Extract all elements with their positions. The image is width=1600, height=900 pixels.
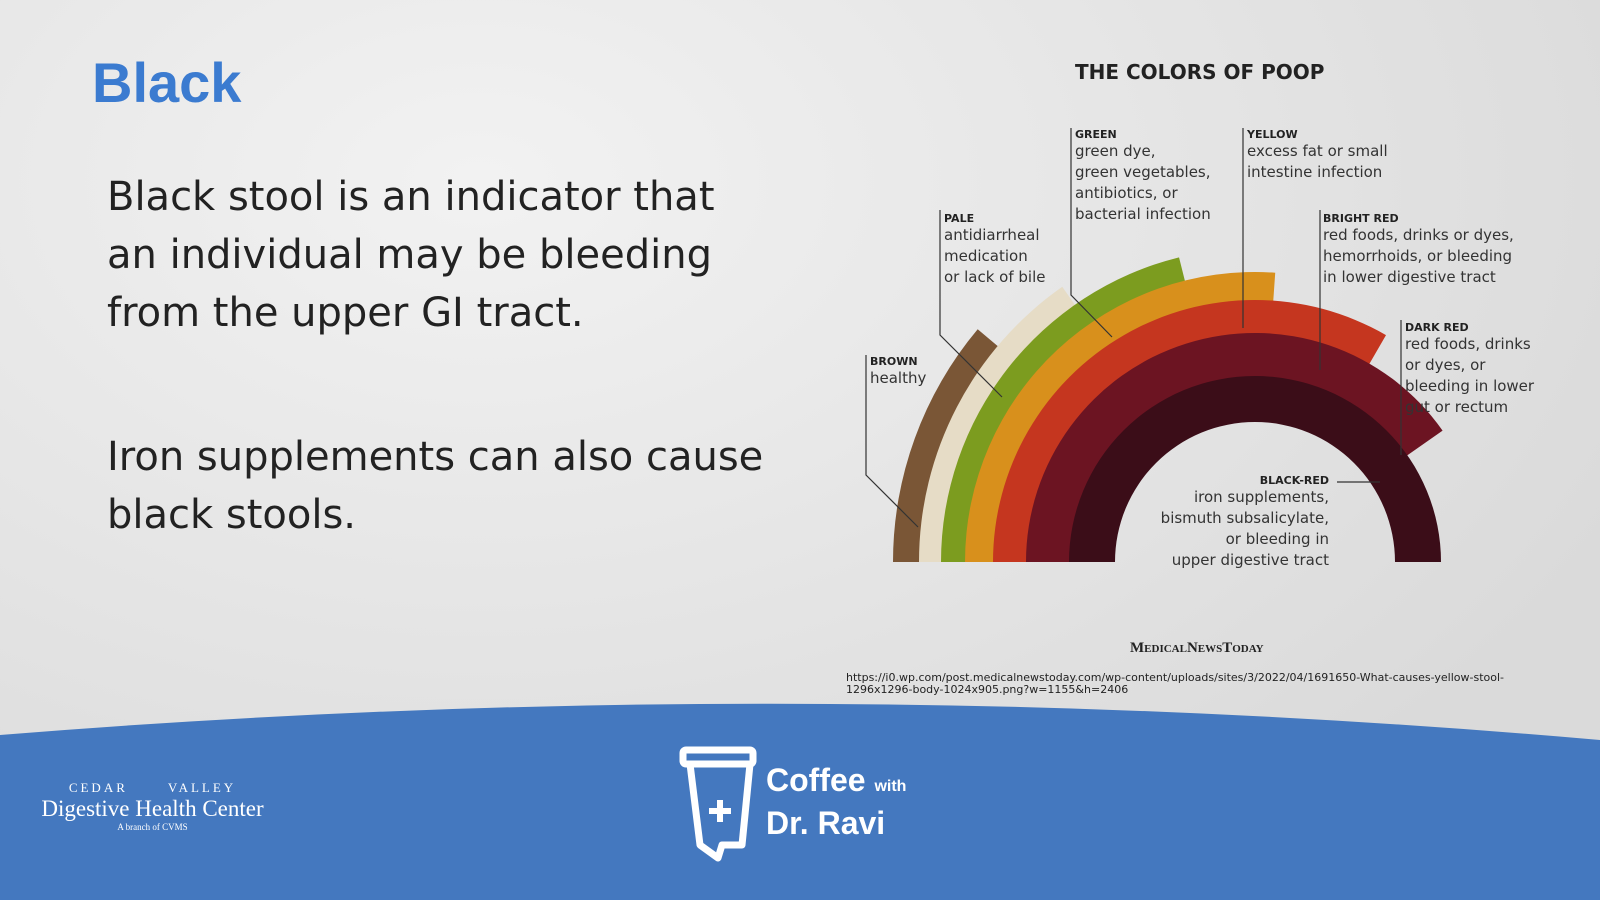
text-line: green vegetables, (1075, 163, 1211, 181)
text-line: or dyes, or (1405, 356, 1486, 374)
item: YELLOW excess fat or small intestine infec… (1247, 128, 1388, 183)
item-label: BLACK-RED (1259, 474, 1329, 487)
item-label: BRIGHT RED (1323, 212, 1399, 225)
coffee-cup-icon (679, 746, 757, 862)
text-line: green dye, (1075, 142, 1156, 160)
item-description: excess fat or small intestine infection (1247, 141, 1388, 183)
text-line: upper digestive tract (1171, 551, 1329, 569)
text-line: hemorrhoids, or bleeding (1323, 247, 1513, 265)
poop-arcs (893, 257, 1443, 562)
show-line2: Dr. Ravi (766, 805, 886, 841)
infographic-title: THE COLORS OF POOP (1075, 60, 1325, 84)
text-line: gut or rectum (1405, 398, 1509, 416)
text-line: https://i0.wp.com/post.medicalnewstoday.… (846, 671, 1504, 684)
slide-title: Black (92, 51, 242, 114)
text-line: an individual may be bleeding (107, 232, 712, 278)
logo-left: CEDAR (68, 780, 128, 795)
show-line1: Coffee (766, 762, 866, 798)
text-line: medication (944, 247, 1028, 265)
source: MedicalNewsToday (1130, 640, 1264, 656)
text-line: 1296x1296-body-1024x905.png?w=1155&h=240… (846, 683, 1129, 696)
text-line: antidiarrheal (944, 226, 1040, 244)
item-description: red foods, drinks or dyes, hemorrhoids, o… (1323, 225, 1514, 288)
item-label: DARK RED (1405, 321, 1469, 334)
logo-tagline: A branch of CVMS (117, 822, 188, 832)
text-line: healthy (870, 369, 927, 387)
text-line: or bleeding in (1225, 530, 1329, 548)
text-line: intestine infection (1247, 163, 1383, 181)
item: BRIGHT RED red foods, drinks or dyes, hemo… (1323, 212, 1514, 288)
item-label: YELLOW (1247, 128, 1298, 141)
text-line: from the upper GI tract. (107, 290, 584, 336)
arc-band (1069, 376, 1441, 562)
text-line: bacterial infection (1075, 205, 1211, 223)
logo-right: VALLEY (167, 780, 237, 795)
text-line: Black stool is an indicator that (107, 174, 715, 220)
item-description: iron supplements, bismuth subsalicylate, o… (1161, 487, 1329, 571)
show-logo: Coffee with Dr. Ravi (766, 762, 906, 841)
arc-band (1026, 333, 1443, 562)
item: DARK RED red foods, drinks or dyes, or blee… (1405, 321, 1534, 418)
paragraph: Black stool is an indicator that an indiv… (107, 168, 715, 342)
text-line: red foods, drinks or dyes, (1323, 226, 1514, 244)
item-description: healthy (870, 368, 926, 389)
text-line: or lack of bile (944, 268, 1046, 286)
footer-band (0, 703, 1600, 900)
text-line: bismuth subsalicylate, (1160, 509, 1329, 527)
paragraph: Iron supplements can also cause black sto… (107, 428, 763, 544)
text-line: iron supplements, (1193, 488, 1329, 506)
item: BROWN healthy (870, 355, 926, 389)
text-line: bleeding in lower (1405, 377, 1535, 395)
text-line: Iron supplements can also cause (107, 434, 764, 480)
text-line: excess fat or small (1247, 142, 1388, 160)
show-with: with (874, 778, 907, 795)
item: GREEN green dye, green vegetables, antibiot… (1075, 128, 1211, 225)
item-description: green dye, green vegetables, antibiotics, … (1075, 141, 1211, 225)
item: BLACK-RED iron supplements, bismuth subsal… (1161, 474, 1329, 571)
leader-lines (865, 128, 1402, 528)
item-label: BROWN (870, 355, 918, 368)
text-line: in lower digestive tract (1323, 268, 1496, 286)
arc-band (993, 299, 1386, 562)
logo-name: Digestive Health Center (41, 796, 264, 821)
item-label: GREEN (1075, 128, 1117, 141)
text-line: black stools. (107, 492, 357, 538)
item-description: antidiarrheal medication or lack of bile (944, 225, 1045, 288)
item-label: PALE (944, 212, 975, 225)
url: https://i0.wp.com/post.medicalnewstoday.… (846, 672, 1504, 696)
item-description: red foods, drinks or dyes, or bleeding in … (1405, 334, 1534, 418)
clinic-logo: CEDAR VALLEY Digestive Health Center A br… (30, 780, 275, 832)
item: PALE antidiarrheal medication or lack of bi… (944, 212, 1045, 288)
text-line: antibiotics, or (1075, 184, 1178, 202)
text-line: red foods, drinks (1405, 335, 1531, 353)
